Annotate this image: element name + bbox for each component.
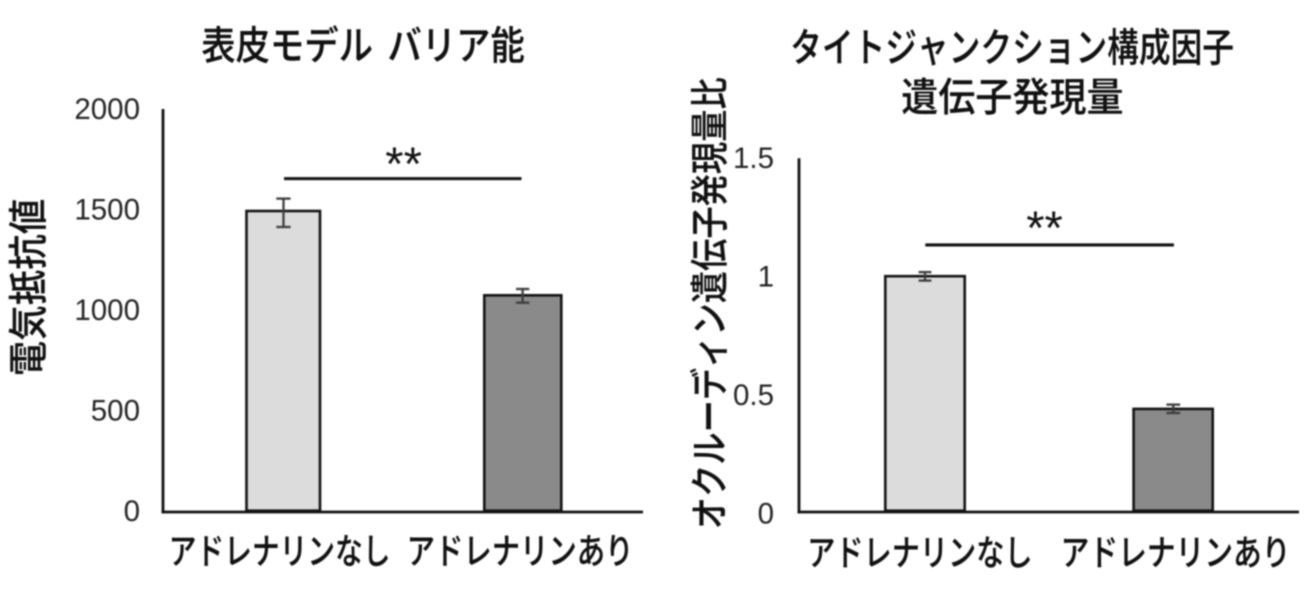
svg-text:0: 0	[124, 495, 140, 528]
svg-text:**: **	[385, 137, 422, 190]
svg-text:1.5: 1.5	[733, 142, 774, 175]
svg-text:0.5: 0.5	[733, 379, 774, 412]
svg-text:1500: 1500	[74, 193, 140, 226]
svg-text:**: **	[1026, 201, 1063, 254]
svg-text:500: 500	[91, 394, 140, 427]
svg-text:0: 0	[758, 497, 774, 530]
svg-text:1: 1	[758, 260, 774, 293]
svg-text:1000: 1000	[74, 294, 140, 327]
svg-text:2000: 2000	[74, 93, 140, 126]
